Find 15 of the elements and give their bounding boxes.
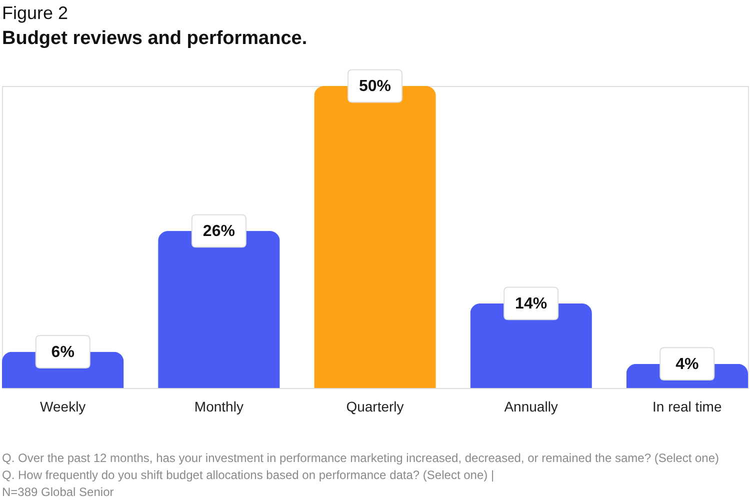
chart-title: Figure 2 xyxy=(2,2,68,23)
x-tick-label: Annually xyxy=(504,398,558,414)
chart-subtitle: Budget reviews and performance. xyxy=(2,28,308,49)
text: Q. How frequently do you shift budget allocations based on performance data? (Select one) | xyxy=(2,468,494,482)
data-label: 14% xyxy=(515,295,548,312)
text: Q. Over the past 12 months, has your investment in performance marketing increased, decreased, or remained the same? (Select one) xyxy=(2,451,720,465)
x-tick-label: Quarterly xyxy=(346,398,404,414)
data-label: 50% xyxy=(358,78,392,95)
x-tick-label: In real time xyxy=(652,398,722,414)
x-tick-label: Monthly xyxy=(194,398,244,414)
data-label: 26% xyxy=(202,222,235,240)
text: N=389 Global Senior xyxy=(2,485,114,499)
data-label: 6% xyxy=(51,344,74,361)
x-tick-label: Weekly xyxy=(40,398,86,414)
data-label: 4% xyxy=(676,356,699,373)
